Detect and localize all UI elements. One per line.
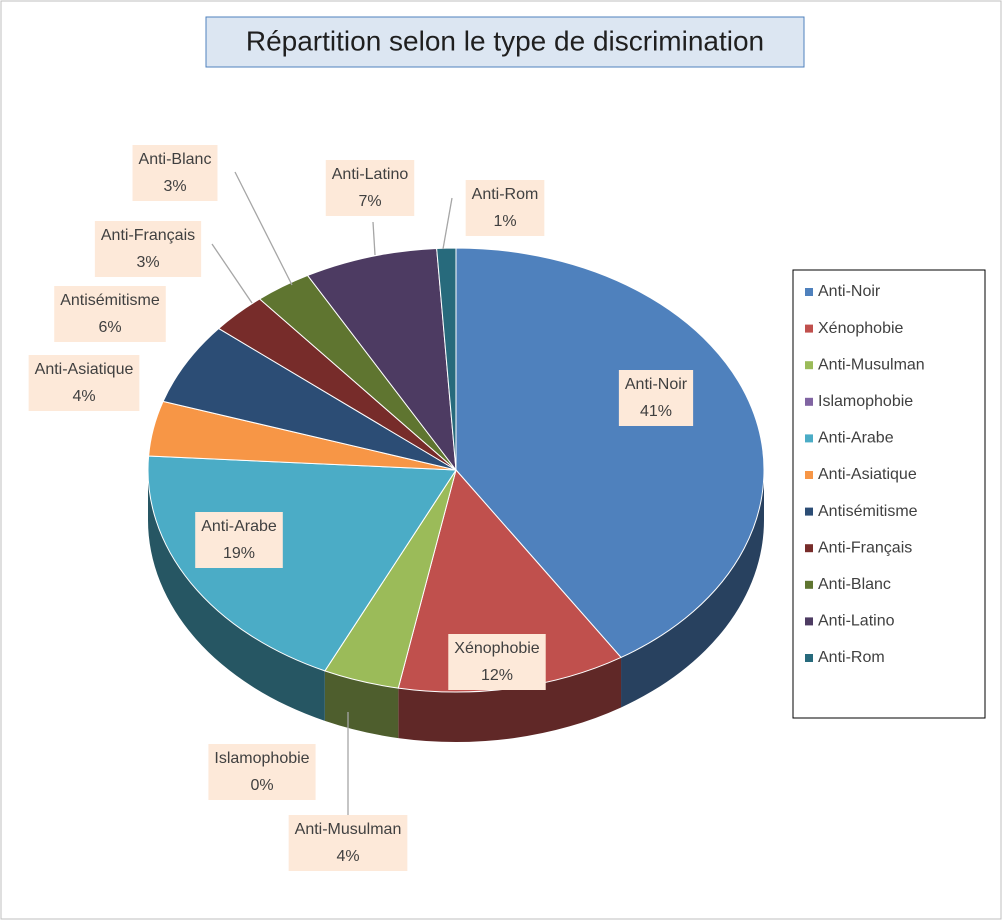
legend-label: Xénophobie bbox=[818, 320, 904, 337]
legend-swatch bbox=[805, 397, 813, 406]
slice-side bbox=[324, 670, 399, 739]
data-label: 4% bbox=[336, 848, 359, 865]
data-label: 41% bbox=[640, 403, 672, 420]
data-label-name: Anti-Arabe bbox=[201, 518, 277, 535]
legend-label: Anti-Musulman bbox=[818, 356, 925, 373]
legend-label: Anti-Asiatique bbox=[818, 466, 917, 483]
legend-swatch bbox=[805, 471, 813, 479]
title-box bbox=[205, 16, 805, 68]
legend-swatch bbox=[805, 507, 813, 516]
slice-side bbox=[621, 470, 764, 708]
label-box bbox=[448, 634, 546, 690]
slice bbox=[455, 247, 765, 659]
data-label-name: Anti-Noir bbox=[625, 376, 688, 393]
data-label: 7% bbox=[358, 193, 381, 210]
leader-line bbox=[211, 243, 253, 304]
label-box bbox=[28, 355, 140, 411]
data-label-name: Anti-Latino bbox=[332, 166, 409, 183]
chart-title: Répartition selon le type de discriminat… bbox=[246, 25, 764, 56]
legend-swatch bbox=[805, 288, 813, 296]
label-box bbox=[288, 815, 408, 871]
data-label: 19% bbox=[223, 545, 255, 562]
legend-swatch bbox=[805, 361, 813, 370]
slice-side bbox=[398, 657, 622, 742]
legend-box bbox=[792, 269, 986, 719]
legend-label: Anti-Rom bbox=[818, 649, 885, 666]
data-label-name: Islamophobie bbox=[214, 750, 309, 767]
legend-label: Islamophobie bbox=[818, 393, 913, 410]
data-label: 4% bbox=[72, 388, 95, 405]
legend-label: Anti-Français bbox=[818, 539, 912, 556]
legend-swatch bbox=[805, 324, 813, 333]
data-label: 6% bbox=[98, 319, 121, 336]
legend-swatch bbox=[805, 654, 813, 662]
data-label-name: Anti-Musulman bbox=[295, 821, 402, 838]
leader-line bbox=[442, 197, 453, 250]
legend-label: Anti-Noir bbox=[818, 283, 881, 300]
label-box bbox=[208, 744, 316, 800]
data-label-name: Anti-Blanc bbox=[139, 151, 212, 168]
data-label: 12% bbox=[481, 667, 513, 684]
slice bbox=[147, 455, 457, 672]
legend-swatch bbox=[805, 544, 813, 553]
data-label: 1% bbox=[493, 213, 516, 230]
label-box bbox=[132, 145, 218, 201]
legend-swatch bbox=[805, 617, 813, 626]
data-label-name: Anti-Asiatique bbox=[35, 361, 134, 378]
legend-swatch bbox=[805, 580, 813, 589]
label-box bbox=[618, 370, 694, 426]
data-label-name: Anti-Rom bbox=[472, 186, 539, 203]
legend-label: Antisémitisme bbox=[818, 503, 918, 520]
data-label-name: Anti-Français bbox=[101, 227, 195, 244]
data-label-name: Xénophobie bbox=[454, 640, 540, 657]
label-box bbox=[54, 286, 166, 342]
label-box bbox=[325, 160, 415, 216]
label-box bbox=[195, 512, 283, 568]
leader-line bbox=[372, 221, 376, 256]
label-box bbox=[94, 221, 202, 277]
data-label-name: Antisémitisme bbox=[60, 292, 160, 309]
data-label: 0% bbox=[250, 777, 273, 794]
leader-line bbox=[234, 171, 293, 286]
legend-label: Anti-Blanc bbox=[818, 576, 891, 593]
data-label: 3% bbox=[163, 178, 186, 195]
slice bbox=[436, 247, 457, 471]
legend-label: Anti-Arabe bbox=[818, 430, 894, 447]
label-box bbox=[465, 180, 545, 236]
slice-side bbox=[148, 470, 325, 721]
legend-label: Anti-Latino bbox=[818, 613, 895, 630]
data-label: 3% bbox=[136, 254, 159, 271]
slice bbox=[306, 247, 457, 472]
legend-swatch bbox=[805, 434, 813, 443]
